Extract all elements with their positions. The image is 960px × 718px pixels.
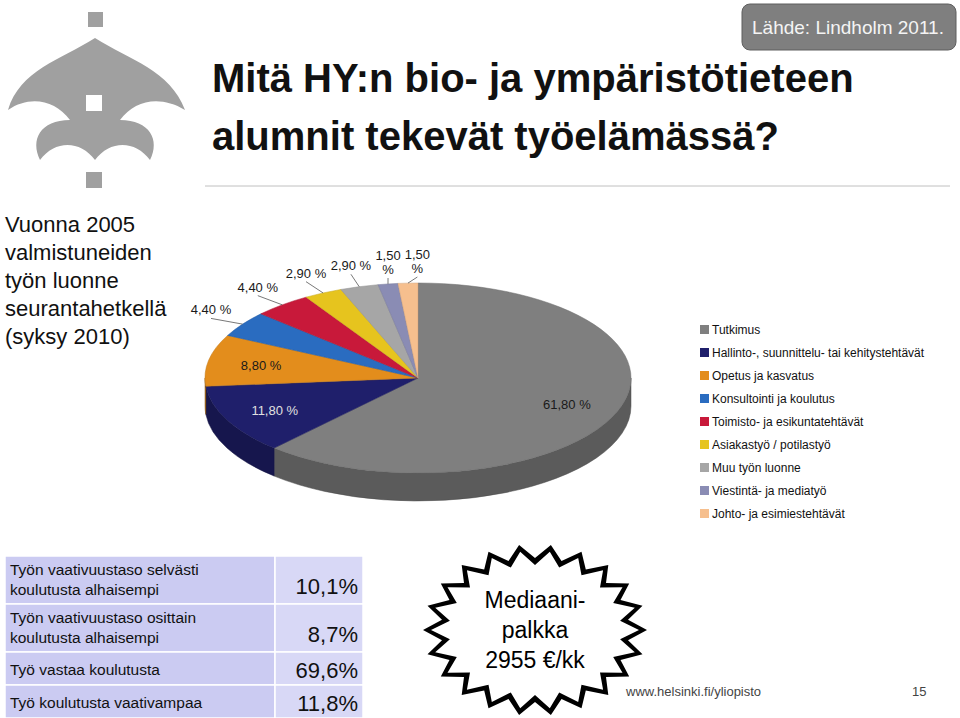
table-cell bbox=[5, 685, 275, 718]
logo-square bbox=[86, 95, 102, 111]
data-label: 1,50% bbox=[405, 247, 430, 276]
table-cell bbox=[275, 556, 363, 604]
table-value: 11,8% bbox=[297, 691, 358, 716]
footer-url: www.helsinki.fi/yliopisto bbox=[625, 684, 761, 699]
logo-square bbox=[88, 12, 103, 27]
burst-inner bbox=[431, 552, 639, 708]
table-label: Työn vaativuustaso selvästi bbox=[10, 561, 199, 578]
data-label: 4,40 % bbox=[238, 280, 279, 295]
leader-line bbox=[211, 318, 243, 324]
data-label-part: 2,90 % bbox=[286, 266, 327, 281]
subtitle: (syksy 2010) bbox=[5, 324, 130, 349]
table-cell bbox=[5, 556, 275, 604]
table-label: Työn vaativuustaso osittain bbox=[10, 609, 196, 626]
title: Mitä HY:n bio- ja ympäristötieteen bbox=[212, 56, 854, 100]
data-label: 1,50% bbox=[375, 248, 400, 277]
slide: Lähde: Lindholm 2011. Mitä HY:n bio- ja y… bbox=[0, 0, 960, 718]
pie-tops bbox=[205, 283, 631, 473]
legend: Tutkimus Hallinto-, suunnittelu- tai kehi… bbox=[700, 323, 925, 521]
leader-line bbox=[258, 296, 282, 305]
table-label: Työ koulutusta vaativampaa bbox=[10, 694, 203, 711]
data-label: 11,80 % bbox=[251, 403, 298, 418]
data-label: 2,90 % bbox=[331, 258, 372, 273]
data-label: 4,40 % bbox=[191, 302, 232, 317]
burst-outer bbox=[423, 545, 647, 715]
slice bbox=[398, 283, 418, 378]
table-cell bbox=[275, 604, 363, 652]
leader-line bbox=[387, 278, 388, 284]
legend-swatch bbox=[700, 463, 709, 472]
leader-line bbox=[351, 274, 359, 286]
salary-burst: Mediaani-palkka 2955 €/kk bbox=[423, 545, 647, 715]
salary-text: Mediaani- bbox=[485, 587, 586, 613]
data-labels: 61,80 % 11,80 % 8,80 % 4,40 % 4,40 % 2,90 % 2,… bbox=[191, 247, 591, 418]
table-label: Työ vastaa koulutusta bbox=[10, 661, 160, 678]
data-label-part: 4,40 % bbox=[191, 302, 232, 317]
legend-swatch bbox=[700, 371, 709, 380]
table-value: 69,6% bbox=[296, 658, 358, 683]
source: Lähde: Lindholm 2011. bbox=[752, 17, 944, 38]
data-label-part: % bbox=[382, 262, 394, 277]
data-label: 8,80 % bbox=[241, 358, 282, 373]
title: alumnit tekevät työelämässä? bbox=[212, 114, 779, 158]
legend-swatch bbox=[700, 440, 709, 449]
data-label: 61,80 % bbox=[543, 397, 591, 412]
subtitle: valmistuneiden bbox=[5, 240, 152, 265]
logo bbox=[8, 12, 185, 188]
data-label: 2,90 % bbox=[286, 266, 327, 281]
table-label: koulutusta alhaisempi bbox=[10, 581, 159, 598]
leader-line bbox=[306, 282, 323, 293]
legend-label: Toimisto- ja esikuntatehtävät bbox=[712, 415, 864, 429]
legend-label: Asiakastyö / potilastyö bbox=[712, 438, 831, 452]
source-box bbox=[742, 4, 956, 50]
salary-text: 2955 €/kk bbox=[485, 647, 585, 673]
pie bbox=[205, 283, 631, 501]
table-cell bbox=[275, 685, 363, 718]
subtitle: seurantahetkellä bbox=[5, 296, 167, 321]
legend-label: Konsultointi ja koulutus bbox=[712, 392, 835, 406]
title-rule bbox=[205, 186, 950, 187]
subtitle: työn luonne bbox=[5, 268, 119, 293]
legend-swatch bbox=[700, 394, 709, 403]
legend-label: Hallinto-, suunnittelu- tai kehitystehtä… bbox=[712, 346, 925, 360]
table-cell bbox=[5, 604, 275, 652]
legend-label: Muu työn luonne bbox=[712, 461, 801, 475]
salary-text: palkka bbox=[502, 617, 569, 643]
legend-label: Viestintä- ja mediatyö bbox=[712, 484, 827, 498]
legend-swatch bbox=[700, 325, 709, 334]
legend-swatch bbox=[700, 417, 709, 426]
table: Työn vaativuustaso selvästi koulutusta al… bbox=[5, 556, 363, 718]
table-value: 8,7% bbox=[308, 622, 358, 647]
legend-swatch bbox=[700, 509, 709, 518]
data-label-part: 1,50 bbox=[405, 247, 430, 262]
subtitle: Vuonna 2005 bbox=[5, 212, 135, 237]
table-cell bbox=[275, 652, 363, 685]
slice bbox=[378, 283, 418, 378]
legend-swatch bbox=[700, 486, 709, 495]
logo-flame bbox=[8, 38, 185, 160]
legend-label: Opetus ja kasvatus bbox=[712, 369, 814, 383]
table-value: 10,1% bbox=[296, 574, 358, 599]
slice bbox=[206, 378, 418, 448]
data-label-part: % bbox=[412, 261, 424, 276]
legend-swatch bbox=[700, 348, 709, 357]
data-label-part: 4,40 % bbox=[238, 280, 279, 295]
legend-label: Tutkimus bbox=[712, 323, 760, 337]
leader-line bbox=[408, 277, 417, 283]
data-label-part: 1,50 bbox=[375, 248, 400, 263]
table-label: koulutusta alhaisempi bbox=[10, 629, 159, 646]
table-cell bbox=[5, 652, 275, 685]
legend-label: Johto- ja esimiestehtävät bbox=[712, 507, 845, 521]
data-label-part: 2,90 % bbox=[331, 258, 372, 273]
logo-square bbox=[86, 172, 102, 188]
page-number: 15 bbox=[912, 684, 926, 699]
